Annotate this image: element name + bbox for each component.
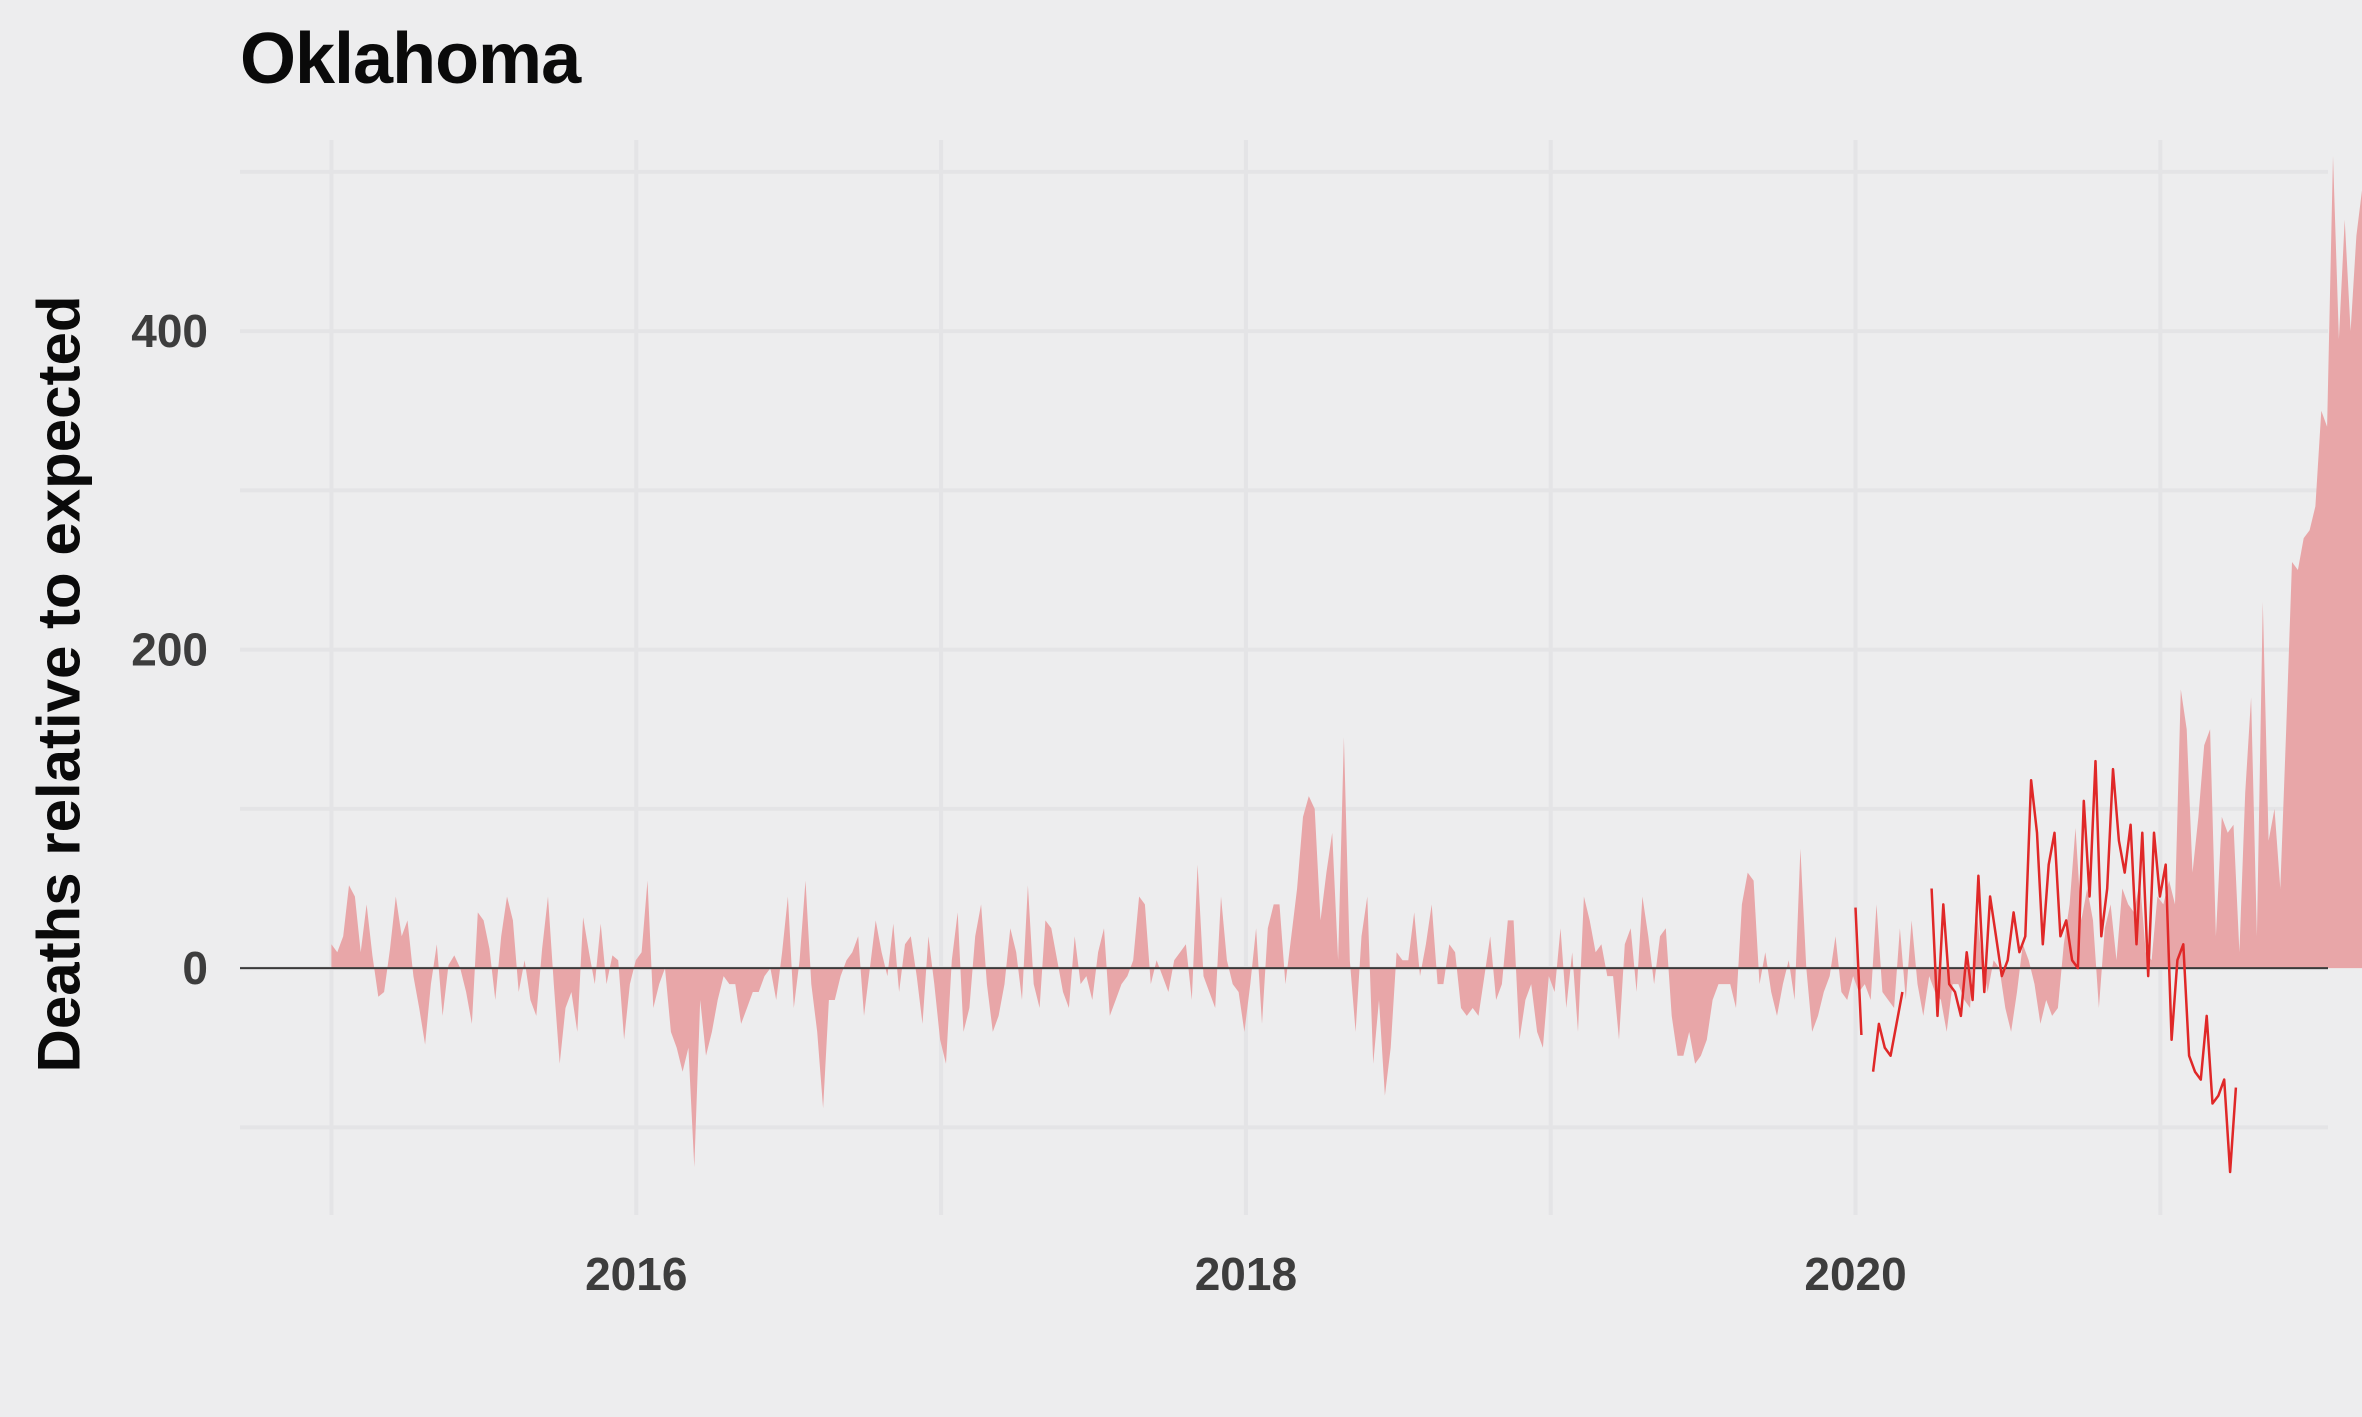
area-series-path xyxy=(331,155,2362,1168)
grid-lines xyxy=(240,140,2328,1215)
x-tick-label: 2016 xyxy=(585,1248,687,1300)
chart-title: Oklahoma xyxy=(240,19,581,99)
recent-deaths-line xyxy=(1854,759,2238,1174)
excess-deaths-area xyxy=(331,155,2362,1168)
axis-tick-labels: 0 200 400 2016 2018 2020 xyxy=(131,305,1906,1300)
y-tick-label: 200 xyxy=(131,624,208,676)
line-series-path xyxy=(1854,759,2238,1174)
x-tick-label: 2018 xyxy=(1195,1248,1297,1300)
x-tick-label: 2020 xyxy=(1804,1248,1906,1300)
y-tick-label: 0 xyxy=(182,942,208,994)
y-tick-label: 400 xyxy=(131,305,208,357)
